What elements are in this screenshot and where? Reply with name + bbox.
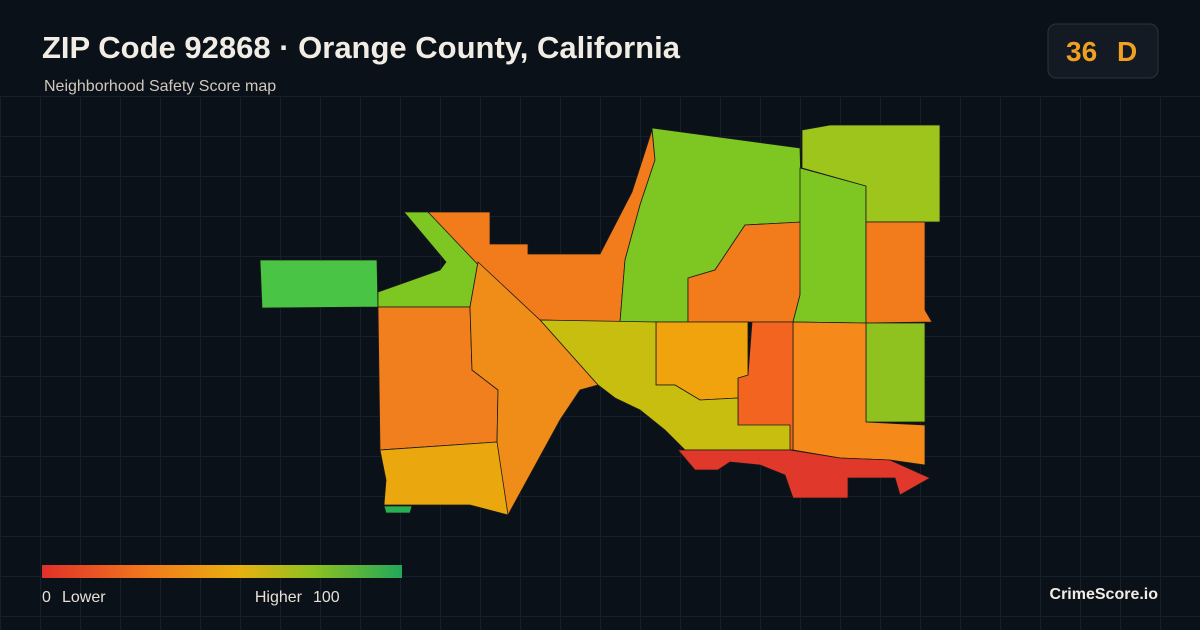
title: ZIP Code 92868 · Orange County, Californ… xyxy=(42,30,681,65)
legend-min: 0 xyxy=(42,589,51,606)
header-bg xyxy=(0,0,1200,96)
region xyxy=(792,167,867,324)
legend-min-label: Lower xyxy=(62,589,106,606)
region xyxy=(677,449,931,499)
region xyxy=(865,322,926,423)
badge xyxy=(1047,23,1159,79)
map xyxy=(259,124,941,516)
legend-max: 100 xyxy=(313,589,340,606)
region xyxy=(383,505,413,514)
subtitle: Neighborhood Safety Score map xyxy=(44,78,276,95)
badge-grade: D xyxy=(1117,36,1137,67)
region xyxy=(539,319,791,451)
badge-score: 36 xyxy=(1066,36,1097,67)
legend-bar xyxy=(42,565,402,578)
region xyxy=(259,259,379,309)
region xyxy=(865,221,933,324)
brand: CrimeScore.io xyxy=(1050,586,1159,603)
legend-max-label: Higher xyxy=(255,589,303,606)
region xyxy=(379,441,509,516)
